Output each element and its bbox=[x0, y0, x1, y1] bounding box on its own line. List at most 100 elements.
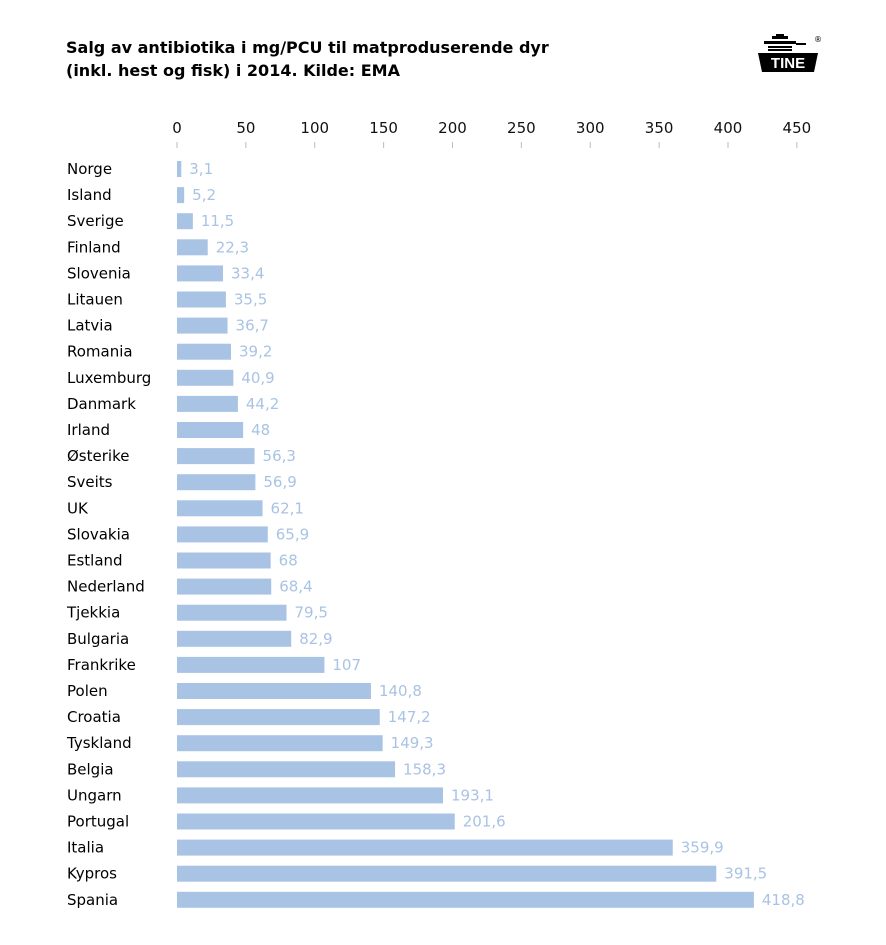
value-label: 79,5 bbox=[295, 604, 328, 622]
x-tick-label: 400 bbox=[714, 119, 743, 137]
x-tick-label: 100 bbox=[300, 119, 329, 137]
category-label: UK bbox=[67, 499, 89, 517]
x-tick-label: 0 bbox=[172, 119, 182, 137]
category-label: Romania bbox=[67, 343, 133, 361]
x-tick-label: 150 bbox=[369, 119, 398, 137]
bar bbox=[177, 265, 224, 282]
value-label: 68,4 bbox=[279, 578, 312, 596]
category-label: Luxemburg bbox=[67, 369, 151, 387]
bar bbox=[177, 891, 754, 908]
value-label: 158,3 bbox=[403, 760, 446, 778]
category-label: Slovenia bbox=[67, 264, 131, 282]
category-label: Latvia bbox=[67, 317, 113, 335]
bar bbox=[177, 500, 263, 517]
bar bbox=[177, 369, 234, 386]
category-label: Portugal bbox=[67, 813, 129, 831]
bar bbox=[177, 395, 238, 412]
milk-pail-icon bbox=[764, 34, 806, 51]
value-label: 201,6 bbox=[463, 813, 506, 831]
bar bbox=[177, 865, 717, 882]
bar bbox=[177, 317, 228, 334]
value-label: 65,9 bbox=[276, 525, 309, 543]
category-label: Sverige bbox=[67, 212, 124, 230]
category-label: Ungarn bbox=[67, 786, 122, 804]
x-tick-label: 450 bbox=[783, 119, 812, 137]
x-tick-label: 50 bbox=[236, 119, 255, 137]
bar bbox=[177, 552, 271, 569]
value-label: 56,3 bbox=[263, 447, 296, 465]
category-label: Tyskland bbox=[66, 734, 132, 752]
category-label: Island bbox=[67, 186, 112, 204]
bar bbox=[177, 448, 255, 465]
registered-mark: ® bbox=[814, 35, 822, 44]
value-label: 391,5 bbox=[724, 865, 767, 883]
bar bbox=[177, 239, 208, 256]
category-label: Croatia bbox=[67, 708, 121, 726]
category-label: Bulgaria bbox=[67, 630, 129, 648]
category-label: Finland bbox=[67, 238, 121, 256]
category-label: Danmark bbox=[67, 395, 136, 413]
bar bbox=[177, 683, 371, 699]
value-label: 68 bbox=[279, 552, 298, 570]
bar bbox=[177, 735, 383, 752]
value-label: 147,2 bbox=[388, 708, 431, 726]
value-label: 11,5 bbox=[201, 212, 234, 230]
bar bbox=[177, 839, 673, 856]
value-label: 140,8 bbox=[379, 682, 422, 700]
value-label: 82,9 bbox=[299, 630, 332, 648]
bar bbox=[177, 604, 287, 621]
value-label: 56,9 bbox=[263, 473, 296, 491]
value-label: 39,2 bbox=[239, 343, 272, 361]
x-axis: 0 50 100 150 200 250 300 350 400 450 bbox=[172, 119, 811, 148]
bar bbox=[177, 656, 325, 673]
tine-logo: TINE ® bbox=[756, 34, 822, 78]
bar bbox=[177, 787, 443, 804]
category-label: Irland bbox=[67, 421, 110, 439]
category-label: Østerike bbox=[67, 447, 129, 465]
bar bbox=[177, 526, 268, 543]
x-tick-label: 200 bbox=[438, 119, 467, 137]
value-label: 44,2 bbox=[246, 395, 279, 413]
x-tick-label: 350 bbox=[645, 119, 674, 137]
category-label: Italia bbox=[67, 839, 104, 857]
bars: Norge 3,1 Island 5,2 Sverige 11,5 Finland 22,3 S… bbox=[66, 160, 805, 909]
x-tick-label: 250 bbox=[507, 119, 536, 137]
value-label: 359,9 bbox=[681, 839, 724, 857]
bar bbox=[177, 187, 185, 204]
bar bbox=[177, 161, 182, 177]
value-label: 107 bbox=[332, 656, 361, 674]
bar bbox=[177, 813, 455, 830]
bar bbox=[177, 422, 244, 438]
value-label: 36,7 bbox=[236, 317, 269, 335]
value-label: 418,8 bbox=[762, 891, 805, 909]
value-label: 40,9 bbox=[241, 369, 274, 387]
category-label: Norge bbox=[67, 160, 112, 178]
value-label: 149,3 bbox=[391, 734, 434, 752]
category-label: Litauen bbox=[67, 291, 123, 309]
category-label: Polen bbox=[67, 682, 108, 700]
category-label: Sveits bbox=[67, 473, 113, 491]
value-label: 48 bbox=[251, 421, 270, 439]
category-label: Belgia bbox=[67, 760, 114, 778]
value-label: 3,1 bbox=[189, 160, 213, 178]
category-label: Frankrike bbox=[67, 656, 136, 674]
value-label: 35,5 bbox=[234, 291, 267, 309]
value-label: 5,2 bbox=[192, 186, 216, 204]
category-label: Slovakia bbox=[67, 525, 130, 543]
bar bbox=[177, 474, 256, 491]
value-label: 193,1 bbox=[451, 786, 494, 804]
value-label: 33,4 bbox=[231, 264, 264, 282]
x-tick-label: 300 bbox=[576, 119, 605, 137]
bar bbox=[177, 213, 193, 230]
value-label: 62,1 bbox=[271, 499, 304, 517]
bar bbox=[177, 630, 292, 647]
logo-text: TINE bbox=[771, 55, 805, 72]
value-label: 22,3 bbox=[216, 238, 249, 256]
bar bbox=[177, 343, 231, 360]
chart-title: Salg av antibiotika i mg/PCU til matprod… bbox=[66, 38, 549, 80]
category-label: Estland bbox=[67, 552, 123, 570]
category-label: Nederland bbox=[67, 578, 145, 596]
bar bbox=[177, 291, 226, 308]
bar bbox=[177, 709, 380, 726]
